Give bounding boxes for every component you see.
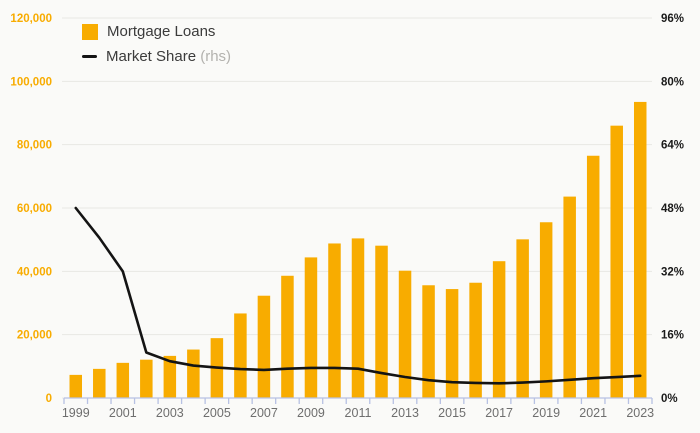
left-axis-tick-label: 120,000 xyxy=(10,13,52,25)
legend-line-label: Market Share (rhs) xyxy=(106,47,231,66)
bar-2000 xyxy=(93,368,106,398)
x-axis-year-label: 2003 xyxy=(156,406,184,420)
left-axis-tick-label: 0 xyxy=(46,393,52,405)
right-axis-tick-label: 32% xyxy=(661,266,684,278)
right-axis-tick-label: 0% xyxy=(661,393,678,405)
bar-2004 xyxy=(187,349,200,398)
bar-2020 xyxy=(563,196,576,398)
x-axis-year-label: 2023 xyxy=(626,406,654,420)
legend-bar-swatch-icon xyxy=(82,23,98,40)
right-axis-tick-label: 48% xyxy=(661,203,684,215)
right-axis-tick-label: 80% xyxy=(661,76,684,88)
x-axis-year-label: 2011 xyxy=(345,406,372,420)
x-axis-year-label: 2007 xyxy=(250,406,278,420)
x-axis-year-label: 2013 xyxy=(391,406,419,420)
legend-item-market-share: Market Share (rhs) xyxy=(82,47,231,66)
bar-2011 xyxy=(351,238,365,398)
bar-2021 xyxy=(586,155,600,398)
bar-2017 xyxy=(492,261,506,398)
right-axis-tick-label: 96% xyxy=(661,13,684,25)
bar-2009 xyxy=(304,257,318,398)
x-axis-year-label: 1999 xyxy=(62,406,90,420)
x-axis-year-label: 2019 xyxy=(532,406,560,420)
legend-item-mortgage-loans: Mortgage Loans xyxy=(82,22,231,41)
bar-2016 xyxy=(469,282,482,398)
market-share-line xyxy=(74,206,642,385)
bar-2013 xyxy=(398,270,412,398)
legend-line-label-text: Market Share xyxy=(106,48,197,65)
legend-rhs-note: (rhs) xyxy=(200,48,232,65)
bar-2006 xyxy=(234,313,247,398)
bar-2022 xyxy=(610,125,623,399)
bar-1999 xyxy=(69,374,83,398)
bar-2023 xyxy=(633,101,647,399)
bar-2007 xyxy=(257,295,271,398)
legend-line-swatch-icon xyxy=(82,55,97,58)
x-axis-year-label: 2001 xyxy=(109,406,137,420)
x-axis-year-label: 2009 xyxy=(297,406,325,420)
bar-2018 xyxy=(516,239,529,398)
left-axis-tick-label: 100,000 xyxy=(10,76,52,88)
left-axis-tick-label: 40,000 xyxy=(17,266,52,278)
left-axis-tick-label: 60,000 xyxy=(17,203,52,215)
bar-2003 xyxy=(163,355,177,398)
bar-2019 xyxy=(539,222,553,398)
left-axis-tick-label: 20,000 xyxy=(17,330,52,342)
right-axis-tick-label: 16% xyxy=(661,330,684,342)
bar-2002 xyxy=(140,359,153,398)
bar-2008 xyxy=(281,275,294,398)
x-axis-year-label: 2017 xyxy=(485,406,513,420)
bar-2014 xyxy=(422,285,435,398)
bar-2001 xyxy=(116,362,130,398)
left-axis-tick-label: 80,000 xyxy=(17,140,52,152)
x-axis-year-label: 2015 xyxy=(438,406,466,420)
x-axis-year-label: 2021 xyxy=(579,406,607,420)
legend-bar-label: Mortgage Loans xyxy=(107,23,216,40)
chart-legend: Mortgage Loans Market Share (rhs) xyxy=(82,22,231,66)
bar-2012 xyxy=(375,245,388,398)
bar-2015 xyxy=(445,289,459,398)
right-axis-tick-label: 64% xyxy=(661,140,684,152)
x-axis-year-label: 2005 xyxy=(203,406,231,420)
bar-2010 xyxy=(328,243,341,398)
